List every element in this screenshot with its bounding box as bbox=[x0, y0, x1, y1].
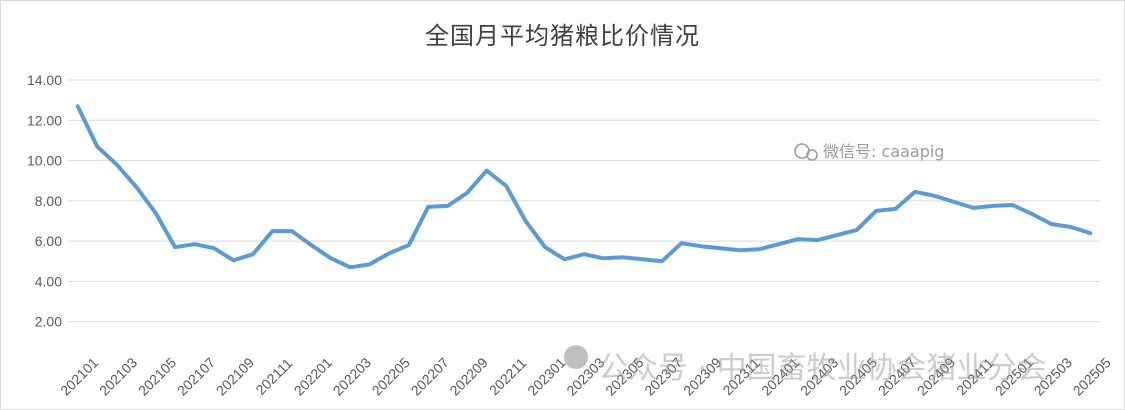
data-point bbox=[368, 262, 372, 266]
x-tick-label: 202101 bbox=[57, 354, 101, 398]
x-tick-label: 202203 bbox=[330, 354, 374, 398]
data-point bbox=[426, 205, 430, 209]
y-axis-ticks: 2.00 4.00 6.00 8.00 10.00 12.00 14.00 bbox=[27, 72, 62, 330]
series-line bbox=[75, 104, 1093, 270]
data-point bbox=[738, 248, 742, 252]
x-tick-label: 202301 bbox=[524, 354, 568, 398]
data-point bbox=[173, 245, 177, 249]
data-point bbox=[524, 219, 528, 223]
x-tick-label: 202207 bbox=[408, 354, 452, 398]
y-tick-label: 10.00 bbox=[27, 153, 62, 169]
data-point bbox=[602, 256, 605, 260]
data-point bbox=[621, 255, 625, 259]
data-point bbox=[971, 206, 975, 210]
data-point bbox=[699, 244, 703, 248]
data-point bbox=[816, 238, 820, 242]
data-point bbox=[485, 169, 489, 173]
x-tick-label: 202505 bbox=[1070, 354, 1114, 398]
data-point bbox=[894, 207, 897, 211]
data-point bbox=[1049, 222, 1053, 226]
data-point bbox=[407, 243, 411, 247]
x-tick-label: 202111 bbox=[252, 355, 295, 398]
data-point bbox=[757, 247, 761, 251]
y-tick-label: 8.00 bbox=[35, 193, 62, 209]
data-point bbox=[193, 242, 197, 246]
data-point bbox=[796, 237, 800, 241]
gongzhonghao-watermark: 公众号 · 中国畜牧业协会猪业分会 bbox=[564, 345, 1047, 386]
data-point bbox=[1010, 203, 1014, 207]
data-point bbox=[348, 265, 352, 269]
wechat-icon-small bbox=[806, 149, 818, 161]
gongzhonghao-watermark-text: 公众号 · 中国畜牧业协会猪业分会 bbox=[598, 351, 1047, 386]
x-tick-label: 202105 bbox=[135, 354, 179, 398]
x-tick-label: 202109 bbox=[213, 354, 257, 398]
data-point bbox=[1088, 231, 1092, 235]
data-point bbox=[855, 228, 859, 232]
x-tick-label: 202201 bbox=[291, 354, 335, 398]
x-tick-label: 202205 bbox=[369, 354, 413, 398]
y-tick-label: 6.00 bbox=[35, 233, 62, 249]
series-group bbox=[75, 104, 1093, 270]
chart-title: 全国月平均猪粮比价情况 bbox=[425, 22, 700, 50]
data-point bbox=[154, 211, 158, 215]
data-point bbox=[1030, 212, 1034, 216]
x-tick-label: 202211 bbox=[486, 355, 530, 399]
x-tick-label: 202103 bbox=[96, 354, 140, 398]
data-point bbox=[952, 200, 956, 204]
data-point bbox=[232, 258, 235, 262]
data-point bbox=[679, 241, 683, 245]
data-point bbox=[251, 252, 255, 256]
data-point bbox=[777, 242, 781, 246]
data-point bbox=[271, 229, 274, 233]
data-point bbox=[212, 246, 216, 250]
y-tick-label: 12.00 bbox=[27, 112, 62, 128]
data-point bbox=[913, 190, 917, 194]
data-point bbox=[874, 209, 878, 213]
watermarks: 微信号: caaapig 公众号 · 中国畜牧业协会猪业分会 bbox=[564, 142, 1047, 386]
data-point bbox=[991, 204, 995, 208]
data-point bbox=[543, 245, 547, 249]
y-tick-label: 4.00 bbox=[35, 273, 62, 289]
data-point bbox=[660, 259, 664, 263]
data-point bbox=[95, 145, 99, 148]
data-point bbox=[387, 251, 391, 255]
data-point bbox=[640, 257, 644, 261]
wechat-logo-icon bbox=[564, 345, 588, 369]
data-point bbox=[718, 246, 722, 250]
x-tick-label: 202107 bbox=[174, 354, 218, 398]
data-point bbox=[504, 184, 508, 188]
data-point bbox=[582, 252, 586, 256]
wechat-watermark: 微信号: caaapig bbox=[794, 142, 944, 161]
data-point bbox=[134, 185, 138, 189]
data-point bbox=[115, 163, 119, 167]
data-point bbox=[933, 194, 936, 198]
data-point bbox=[329, 256, 333, 260]
data-point bbox=[76, 104, 80, 108]
x-tick-label: 202209 bbox=[446, 354, 490, 398]
data-point bbox=[446, 204, 450, 208]
gridlines bbox=[68, 79, 1100, 323]
data-point bbox=[1069, 225, 1073, 229]
data-point bbox=[309, 243, 313, 247]
wechat-watermark-text: 微信号: caaapig bbox=[823, 142, 944, 161]
data-point bbox=[290, 229, 294, 233]
y-tick-label: 14.00 bbox=[27, 72, 62, 88]
data-point bbox=[835, 233, 839, 237]
data-point bbox=[465, 191, 469, 195]
data-point bbox=[563, 257, 566, 261]
y-tick-label: 2.00 bbox=[35, 314, 62, 330]
